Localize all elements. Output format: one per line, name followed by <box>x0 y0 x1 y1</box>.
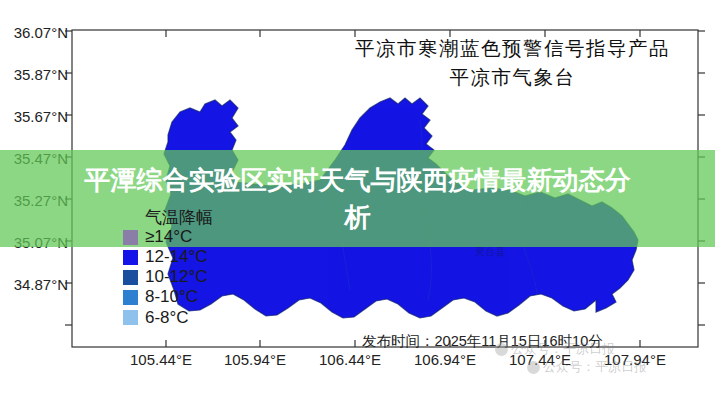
svg-text:灵台县: 灵台县 <box>475 246 506 257</box>
